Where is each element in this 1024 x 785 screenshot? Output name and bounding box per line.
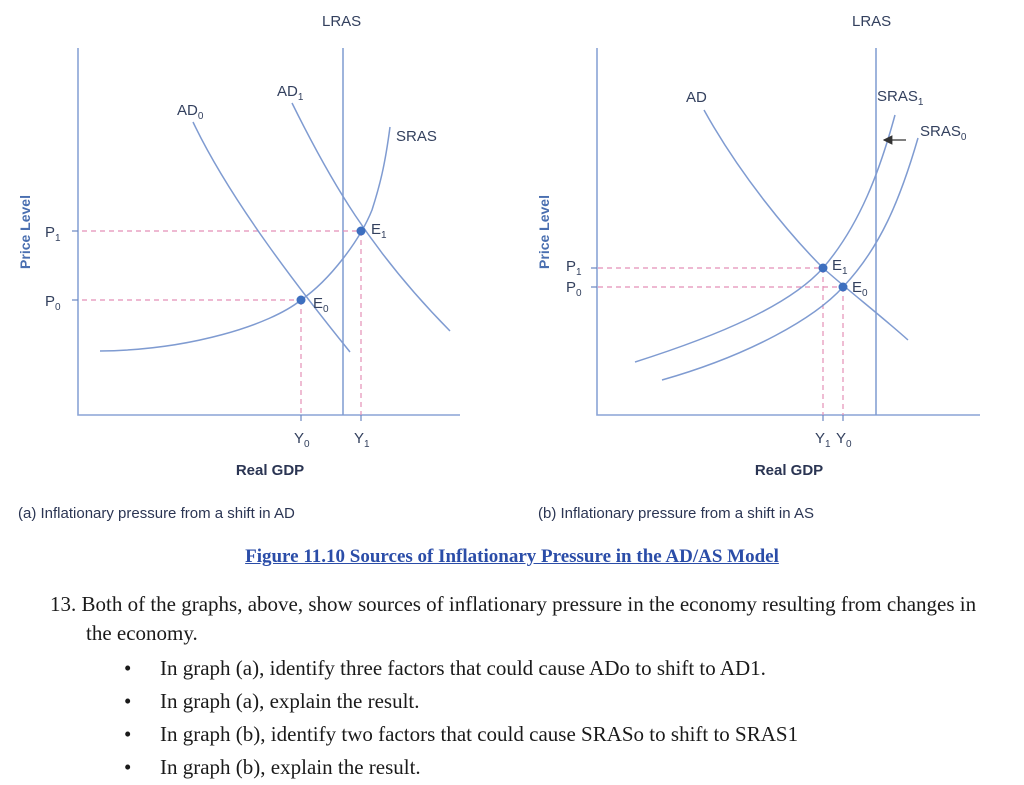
graph-b: LRAS AD SRAS1 SRAS0 E1 E0 P1 P0 Price Le… xyxy=(536,13,980,522)
graph-a-y-axis-label: Price Level xyxy=(17,195,33,269)
question-number: 13. xyxy=(50,592,77,616)
list-item: • In graph (b), identify two factors that… xyxy=(124,718,1000,751)
graph-b-p1-label: P1 xyxy=(566,258,582,278)
graph-b-e0-label: E0 xyxy=(852,279,868,299)
figure-title: Figure 11.10 Sources of Inflationary Pre… xyxy=(245,546,779,567)
bullet-icon: • xyxy=(124,722,132,746)
graph-b-sras0-curve xyxy=(661,137,919,381)
graph-b-y-axis-label: Price Level xyxy=(536,195,552,269)
graph-b-ad-label: AD xyxy=(686,89,707,106)
graph-a-ad1-curve xyxy=(291,102,451,332)
graph-b-caption: (b) Inflationary pressure from a shift i… xyxy=(538,505,814,522)
question-bullet-list: • In graph (a), identify three factors th… xyxy=(50,652,1000,784)
graph-b-axes xyxy=(596,48,980,416)
bullet-icon: • xyxy=(124,689,132,713)
graph-b-sras0-label: SRAS0 xyxy=(920,123,967,143)
graph-a-ad1-label: AD1 xyxy=(277,83,304,103)
question-block: 13. Both of the graphs, above, show sour… xyxy=(50,590,1000,784)
graph-b-e1-label: E1 xyxy=(832,257,848,277)
list-item: • In graph (a), identify three factors th… xyxy=(124,652,1000,685)
graph-b-sras1-curve xyxy=(634,114,896,363)
graph-b-y0-label: Y0 xyxy=(836,430,852,450)
graph-a-e0-point xyxy=(296,295,306,305)
graph-b-e1-point xyxy=(818,263,828,273)
graph-b-p0-label: P0 xyxy=(566,279,582,299)
list-item: • In graph (a), explain the result. xyxy=(124,685,1000,718)
graph-b-lras-label: LRAS xyxy=(852,13,891,30)
graph-a-x-axis-label: Real GDP xyxy=(236,462,304,479)
graph-a-e0-label: E0 xyxy=(313,295,329,315)
list-item: • In graph (b), explain the result. xyxy=(124,751,1000,784)
graph-a-axes xyxy=(77,48,460,416)
graph-a-lras-label: LRAS xyxy=(322,13,361,30)
graph-b-y1-label: Y1 xyxy=(815,430,831,450)
graph-a-sras-label: SRAS xyxy=(396,128,437,145)
question-body: Both of the graphs, above, show sources … xyxy=(81,592,977,645)
bullet-icon: • xyxy=(124,755,132,779)
figure-diagrams: LRAS AD0 AD1 SRAS E1 E0 P1 P0 Price Leve… xyxy=(17,13,980,522)
graph-b-x-axis-label: Real GDP xyxy=(755,462,823,479)
graph-a-sras-curve xyxy=(99,126,391,352)
graph-b-ad-curve xyxy=(703,109,909,341)
graph-a-caption: (a) Inflationary pressure from a shift i… xyxy=(18,505,295,522)
graph-a-e1-label: E1 xyxy=(371,221,387,241)
graph-a-ad0-curve xyxy=(192,121,351,353)
graph-b-e0-point xyxy=(838,282,848,292)
graph-a-ad0-label: AD0 xyxy=(177,102,204,122)
graph-a-y0-label: Y0 xyxy=(294,430,310,450)
graph-a-e1-point xyxy=(356,226,366,236)
graph-b-sras1-label: SRAS1 xyxy=(877,88,924,108)
graph-a-y1-label: Y1 xyxy=(354,430,370,450)
graph-a: LRAS AD0 AD1 SRAS E1 E0 P1 P0 Price Leve… xyxy=(17,13,460,522)
graph-a-p1-label: P1 xyxy=(45,224,61,244)
question-text: 13. Both of the graphs, above, show sour… xyxy=(50,590,1000,648)
graph-a-p0-label: P0 xyxy=(45,293,61,313)
bullet-icon: • xyxy=(124,656,132,680)
